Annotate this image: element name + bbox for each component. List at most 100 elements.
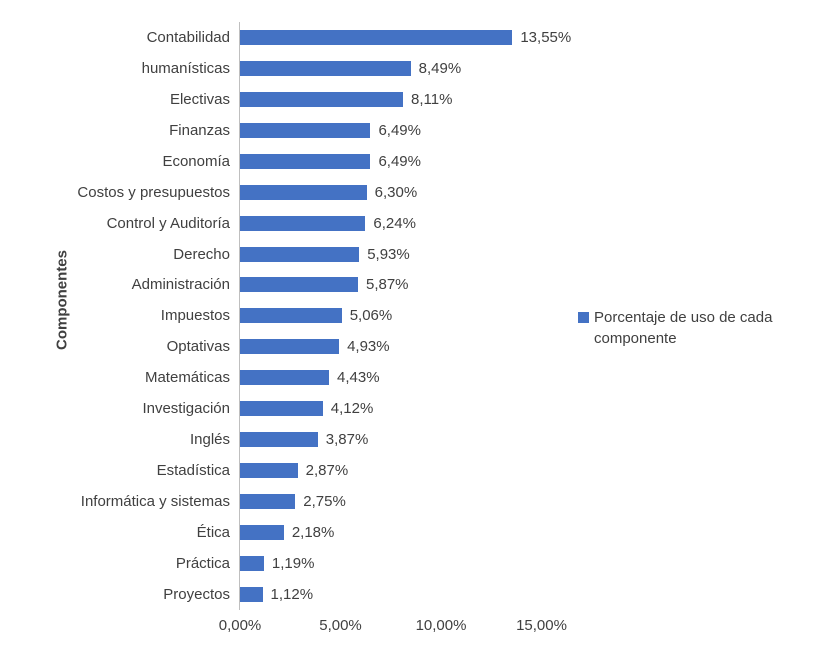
category-label: humanísticas bbox=[141, 59, 230, 77]
bar-cell: 4,93% bbox=[240, 331, 819, 362]
bar-cell: 6,30% bbox=[240, 177, 819, 208]
value-label: 2,75% bbox=[303, 493, 346, 511]
chart-rows: Contabilidad 13,55% humanísticas 8,49% Elect… bbox=[0, 22, 819, 610]
chart-row: Derecho 5,93% bbox=[0, 239, 819, 270]
chart-row: humanísticas 8,49% bbox=[0, 53, 819, 84]
chart-row: Estadística 2,87% bbox=[0, 455, 819, 486]
category-label: Estadística bbox=[156, 462, 230, 480]
category-label: Costos y presupuestos bbox=[77, 183, 230, 201]
bar bbox=[240, 29, 513, 45]
bar-cell: 1,19% bbox=[240, 548, 819, 579]
category-label: Ética bbox=[196, 523, 230, 541]
chart-row: Administración 5,87% bbox=[0, 270, 819, 301]
legend-label: Porcentaje de uso de cada componente bbox=[594, 309, 773, 347]
bar-cell: 2,18% bbox=[240, 517, 819, 548]
bar-cell: 4,43% bbox=[240, 362, 819, 393]
value-label: 6,49% bbox=[378, 152, 421, 170]
bar bbox=[240, 339, 340, 355]
category-label: Optativas bbox=[166, 338, 230, 356]
bar-cell: 13,55% bbox=[240, 22, 819, 53]
bar bbox=[240, 60, 411, 76]
category-label: Proyectos bbox=[163, 585, 230, 603]
category-label: Finanzas bbox=[169, 121, 230, 139]
bar-cell: 6,49% bbox=[240, 146, 819, 177]
chart-row: Investigación 4,12% bbox=[0, 393, 819, 424]
bar bbox=[240, 432, 318, 448]
bar bbox=[240, 586, 263, 602]
bar bbox=[240, 555, 264, 571]
value-label: 8,11% bbox=[411, 90, 453, 108]
value-label: 4,93% bbox=[347, 338, 390, 356]
bar bbox=[240, 524, 284, 540]
value-label: 3,87% bbox=[325, 431, 369, 449]
bar bbox=[240, 494, 296, 510]
bar bbox=[240, 91, 403, 107]
bar-cell: 3,87% bbox=[240, 424, 819, 455]
value-label: 6,49% bbox=[378, 121, 421, 139]
value-label: 6,30% bbox=[374, 183, 418, 201]
bar-cell: 4,12% bbox=[240, 393, 819, 424]
category-label: Matemáticas bbox=[144, 369, 230, 387]
category-label: Contabilidad bbox=[146, 28, 230, 46]
bar bbox=[240, 401, 323, 417]
x-axis: 0,00% 5,00% 10,00% 15,00% bbox=[219, 617, 640, 637]
bar bbox=[240, 246, 360, 262]
chart-row: Inglés 3,87% bbox=[0, 424, 819, 455]
bar bbox=[240, 122, 371, 138]
category-label: Economía bbox=[162, 152, 230, 170]
category-label: Informática y sistemas bbox=[80, 493, 230, 511]
x-tick-label: 15,00% bbox=[516, 617, 567, 634]
value-label: 4,12% bbox=[330, 400, 374, 418]
value-label: 8,49% bbox=[418, 59, 462, 77]
value-label: 5,93% bbox=[367, 245, 410, 263]
category-label: Investigación bbox=[142, 400, 230, 418]
value-label: 13,55% bbox=[520, 28, 572, 46]
category-label: Administración bbox=[131, 276, 230, 294]
bar-cell: 5,06% bbox=[240, 300, 819, 331]
chart-row: Costos y presupuestos 6,30% bbox=[0, 177, 819, 208]
x-tick-label: 0,00% bbox=[218, 617, 262, 634]
bar bbox=[240, 184, 367, 200]
category-label: Derecho bbox=[173, 245, 230, 263]
chart-row: Informática y sistemas 2,75% bbox=[0, 486, 819, 517]
bar bbox=[240, 277, 358, 293]
chart-row: Control y Auditoría 6,24% bbox=[0, 208, 819, 239]
bar-cell: 8,11% bbox=[240, 84, 819, 115]
chart-row: Práctica 1,19% bbox=[0, 548, 819, 579]
chart-row: Finanzas 6,49% bbox=[0, 115, 819, 146]
chart-row: Contabilidad 13,55% bbox=[0, 22, 819, 53]
category-label: Impuestos bbox=[160, 307, 230, 325]
value-label: 1,19% bbox=[271, 554, 315, 572]
chart-row: Matemáticas 4,43% bbox=[0, 362, 819, 393]
value-label: 1,12% bbox=[270, 585, 314, 603]
bar-cell: 5,93% bbox=[240, 239, 819, 270]
bar bbox=[240, 215, 366, 231]
bar bbox=[240, 370, 330, 386]
bar bbox=[240, 308, 342, 324]
value-label: 5,06% bbox=[349, 307, 393, 325]
bar bbox=[240, 463, 298, 479]
bar-cell: 6,49% bbox=[240, 115, 819, 146]
x-tick-label: 5,00% bbox=[319, 617, 362, 634]
category-label: Electivas bbox=[169, 90, 230, 108]
legend-marker-icon bbox=[578, 312, 589, 323]
chart-row: Ética 2,18% bbox=[0, 517, 819, 548]
category-label: Control y Auditoría bbox=[106, 214, 230, 232]
category-label: Inglés bbox=[189, 431, 230, 449]
bar-cell: 5,87% bbox=[240, 270, 819, 301]
value-label: 2,18% bbox=[291, 523, 335, 541]
chart-row: Electivas 8,11% bbox=[0, 84, 819, 115]
value-label: 4,43% bbox=[337, 369, 380, 387]
bar-cell: 8,49% bbox=[240, 53, 819, 84]
legend: Porcentaje de uso de cada componente bbox=[578, 307, 803, 349]
bar-cell: 2,75% bbox=[240, 486, 819, 517]
chart-row: Proyectos 1,12% bbox=[0, 579, 819, 610]
bar-cell: 2,87% bbox=[240, 455, 819, 486]
category-label: Práctica bbox=[175, 554, 230, 572]
value-label: 6,24% bbox=[373, 214, 416, 232]
chart-row: Economía 6,49% bbox=[0, 146, 819, 177]
chart-row: Impuestos 5,06% bbox=[0, 300, 819, 331]
x-tick-label: 10,00% bbox=[415, 617, 467, 634]
category-axis-line bbox=[239, 22, 240, 610]
